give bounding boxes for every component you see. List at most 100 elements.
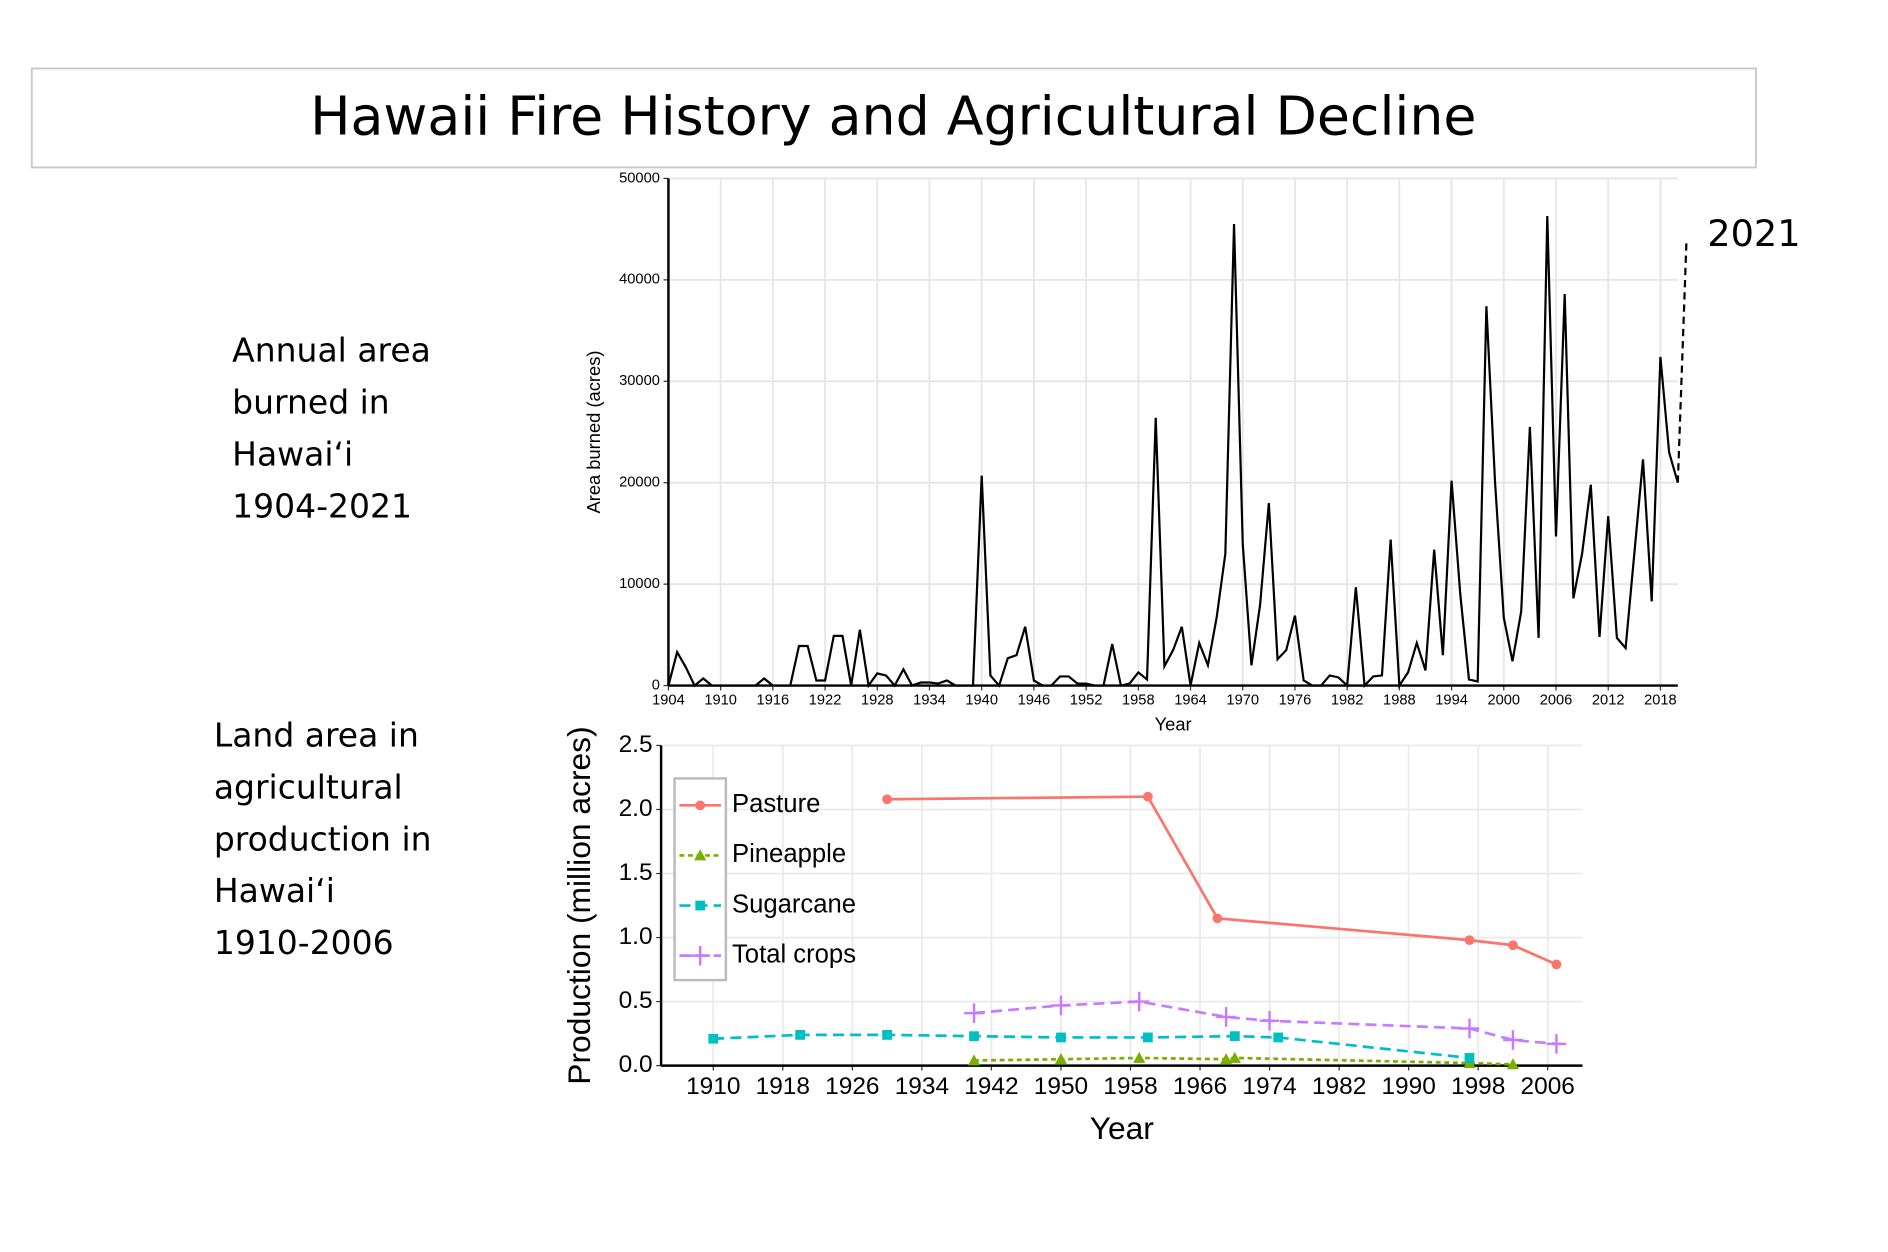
series-line [973, 1000, 1557, 1046]
point [1054, 1053, 1068, 1065]
legend-label: Sugarcane [732, 890, 856, 918]
legend-marker [695, 800, 706, 811]
x-tick-label: 1910 [686, 1073, 740, 1100]
point [1056, 1032, 1066, 1043]
point [1129, 991, 1149, 1012]
plot-bg [668, 178, 1678, 686]
y-tick-label: 40000 [619, 272, 660, 288]
legend-marker [690, 945, 710, 966]
point [1464, 935, 1475, 945]
point [1142, 791, 1153, 802]
x-tick-label: 1966 [1173, 1073, 1227, 1100]
caption-line: Land area in [214, 715, 419, 754]
y-tick-label: 0.0 [619, 1051, 653, 1078]
y-tick-label: 10000 [619, 576, 660, 592]
plot-bg [661, 745, 1583, 1066]
point [1273, 1032, 1284, 1043]
fire-line [667, 215, 1679, 689]
x-tick-label: 1982 [1331, 693, 1364, 709]
point [964, 1003, 984, 1023]
y-axis-label: Area burned (acres) [583, 351, 604, 514]
point [1546, 1034, 1567, 1054]
point [882, 1029, 892, 1040]
y-tick-label: 0.5 [619, 987, 653, 1014]
y-tick-label: 0 [652, 677, 660, 693]
point [1133, 1051, 1146, 1063]
legend-marker [695, 900, 706, 911]
x-tick-label: 1958 [1103, 1073, 1157, 1100]
y-tick-label: 50000 [619, 170, 660, 186]
x-tick-label: 1998 [1451, 1073, 1505, 1100]
x-tick-label: 2006 [1521, 1073, 1575, 1100]
annotation: 2021 [1707, 212, 1800, 255]
y-tick-label: 2.0 [619, 795, 653, 822]
y-tick-label: 1.0 [619, 923, 653, 950]
x-tick-label: 2000 [1487, 693, 1520, 709]
x-tick-label: 1994 [1435, 693, 1468, 709]
x-tick-label: 1946 [1018, 693, 1051, 709]
series-line [887, 795, 1557, 966]
caption-line: burned in [232, 382, 390, 421]
point [1216, 1007, 1236, 1027]
caption-line: Annual area [232, 330, 431, 369]
x-tick-label: 1974 [1242, 1073, 1296, 1100]
x-tick-label: 1918 [756, 1073, 810, 1100]
point [1220, 1053, 1233, 1065]
x-tick-label: 1970 [1226, 693, 1259, 709]
point [1506, 1058, 1520, 1070]
point [1212, 913, 1223, 924]
point [1551, 959, 1562, 970]
caption-line: Hawaiʻi [214, 871, 335, 910]
x-axis-label: Year [1090, 1110, 1155, 1146]
point [1464, 1053, 1475, 1063]
x-tick-label: 1950 [1034, 1073, 1088, 1100]
y-tick-label: 1.5 [619, 859, 653, 886]
x-tick-label: 1982 [1312, 1073, 1366, 1100]
point [1228, 1051, 1241, 1063]
caption-line: 1904-2021 [232, 486, 412, 525]
legend-label: Pineapple [732, 840, 846, 868]
point [1508, 940, 1518, 951]
x-tick-label: 2012 [1592, 693, 1625, 709]
fire-line-dashed [1676, 239, 1688, 483]
point [1459, 1018, 1480, 1039]
point [1051, 995, 1071, 1016]
x-tick-label: 2006 [1540, 693, 1573, 709]
x-tick-label: 1964 [1174, 693, 1207, 709]
point [1142, 1032, 1153, 1043]
x-tick-label: 2018 [1644, 693, 1677, 709]
point [967, 1054, 981, 1066]
point [969, 1031, 979, 1042]
x-tick-label: 1940 [965, 693, 998, 709]
caption-line: agricultural [214, 767, 403, 806]
caption-line: production in [214, 819, 432, 858]
x-tick-label: 1922 [809, 693, 842, 709]
x-tick-label: 1976 [1279, 693, 1312, 709]
x-tick-label: 1910 [704, 693, 737, 709]
x-tick-label: 1952 [1070, 693, 1103, 709]
slide-title: Hawaii Fire History and Agricultural Dec… [310, 84, 1476, 147]
y-axis-label: Production (million acres) [561, 726, 597, 1084]
point [795, 1029, 806, 1040]
legend-marker [694, 849, 707, 861]
x-axis-label: Year [1155, 714, 1192, 735]
y-tick-label: 30000 [619, 373, 660, 389]
x-tick-label: 1988 [1383, 693, 1416, 709]
x-tick-label: 1928 [861, 693, 894, 709]
title-box [30, 67, 1757, 169]
point [1503, 1030, 1523, 1050]
caption-line: 1910-2006 [214, 923, 394, 962]
x-tick-label: 1904 [652, 693, 685, 709]
legend-label: Pasture [732, 790, 820, 818]
x-tick-label: 1990 [1381, 1073, 1435, 1100]
y-tick-label: 20000 [619, 475, 660, 491]
x-tick-label: 1942 [964, 1073, 1018, 1100]
legend-label: Total crops [732, 940, 856, 968]
x-tick-label: 1934 [913, 693, 946, 709]
point [882, 794, 892, 805]
x-tick-label: 1916 [757, 693, 790, 709]
point [708, 1033, 719, 1044]
point [1229, 1031, 1240, 1042]
x-tick-label: 1934 [895, 1073, 949, 1100]
y-tick-label: 2.5 [619, 731, 653, 758]
